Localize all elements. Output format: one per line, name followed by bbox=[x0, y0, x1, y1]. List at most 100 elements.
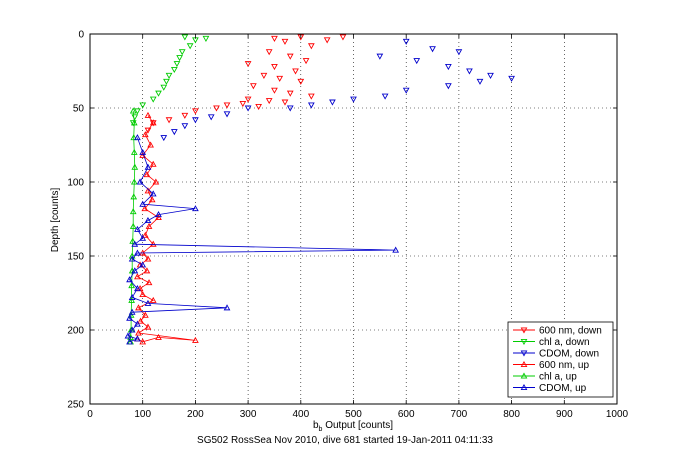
data-point bbox=[135, 329, 142, 336]
x-tick-label: 700 bbox=[451, 409, 468, 420]
data-point bbox=[128, 296, 135, 303]
data-point bbox=[126, 276, 133, 283]
x-tick-label: 0 bbox=[87, 409, 93, 420]
data-point bbox=[307, 102, 315, 109]
y-tick-label: 150 bbox=[67, 252, 84, 263]
data-point bbox=[402, 38, 410, 45]
data-point bbox=[149, 119, 157, 126]
data-point bbox=[149, 190, 157, 197]
data-point bbox=[339, 34, 347, 41]
legend-marker bbox=[520, 350, 528, 357]
data-point bbox=[508, 75, 515, 82]
legend-box bbox=[507, 321, 614, 398]
caption: SG502 RossSea Nov 2010, dive 681 started… bbox=[197, 435, 493, 446]
data-point bbox=[139, 102, 147, 109]
data-point bbox=[149, 96, 157, 103]
data-point bbox=[149, 240, 157, 247]
data-point bbox=[307, 93, 315, 100]
data-point bbox=[181, 123, 189, 130]
legend-marker bbox=[520, 372, 528, 379]
data-point bbox=[286, 105, 294, 112]
x-axis-ticks: 0 100 200 300 400 500 600 700 800 900 1000 bbox=[87, 34, 629, 420]
data-point bbox=[402, 87, 410, 94]
data-point bbox=[163, 78, 170, 85]
data-point bbox=[130, 193, 138, 200]
data-point bbox=[302, 58, 310, 65]
x-tick-label: 500 bbox=[345, 409, 362, 420]
data-point bbox=[392, 246, 400, 253]
legend-label: chl a, up bbox=[539, 372, 577, 383]
data-point bbox=[476, 78, 484, 85]
data-point bbox=[176, 55, 183, 62]
data-point bbox=[155, 90, 162, 97]
data-point bbox=[444, 83, 452, 90]
data-point bbox=[181, 112, 189, 119]
data-point bbox=[271, 87, 278, 94]
data-point bbox=[223, 304, 231, 311]
data-point bbox=[139, 290, 147, 298]
legend-label: 600 nm, down bbox=[539, 326, 602, 337]
data-point bbox=[202, 35, 210, 42]
data-point bbox=[329, 99, 336, 106]
data-point bbox=[144, 323, 152, 330]
data-point bbox=[129, 107, 137, 114]
data-point bbox=[307, 43, 315, 50]
data-point bbox=[126, 338, 133, 345]
legend-marker bbox=[520, 327, 528, 334]
data-point bbox=[292, 68, 299, 75]
data-point bbox=[213, 105, 220, 112]
data-point bbox=[207, 114, 215, 121]
data-point bbox=[244, 105, 252, 112]
data-point bbox=[239, 101, 247, 108]
data-point bbox=[223, 102, 231, 109]
data-point bbox=[134, 320, 141, 327]
data-point bbox=[128, 326, 136, 333]
x-axis-label: bb Output [counts] bbox=[313, 420, 393, 433]
y-tick-label: 0 bbox=[78, 30, 84, 41]
data-point bbox=[130, 178, 138, 185]
data-point bbox=[223, 111, 231, 118]
data-point bbox=[265, 49, 273, 56]
data-point bbox=[147, 141, 154, 148]
y-tick-label: 200 bbox=[67, 326, 84, 337]
data-point bbox=[149, 160, 157, 167]
x-tick-label: 1000 bbox=[606, 409, 629, 420]
data-point bbox=[134, 249, 141, 256]
data-point bbox=[143, 267, 151, 274]
data-point bbox=[170, 129, 178, 136]
data-point bbox=[124, 332, 132, 339]
data-point bbox=[466, 68, 473, 75]
data-point bbox=[155, 213, 162, 221]
data-point bbox=[413, 58, 421, 65]
series-0 bbox=[144, 34, 347, 134]
data-point bbox=[128, 308, 136, 315]
data-point bbox=[141, 311, 149, 318]
data-point bbox=[135, 304, 142, 311]
data-point bbox=[160, 84, 168, 91]
data-point bbox=[173, 61, 181, 68]
data-point bbox=[139, 148, 147, 155]
data-point bbox=[192, 336, 199, 343]
data-point bbox=[381, 93, 389, 100]
data-point bbox=[144, 163, 152, 170]
data-point bbox=[244, 96, 252, 103]
data-point bbox=[160, 135, 168, 142]
data-point bbox=[134, 225, 141, 232]
legend-label: 600 nm, up bbox=[539, 360, 589, 371]
series-3 bbox=[134, 111, 199, 345]
data-point bbox=[192, 117, 199, 124]
data-point bbox=[155, 211, 162, 218]
y-tick-label: 100 bbox=[67, 178, 84, 189]
data-point bbox=[444, 64, 452, 71]
legend-marker bbox=[520, 360, 528, 368]
legend-marker bbox=[520, 383, 528, 391]
data-point bbox=[145, 222, 153, 229]
data-point bbox=[186, 43, 194, 50]
legend-marker bbox=[520, 338, 528, 346]
data-point bbox=[155, 333, 162, 340]
data-point bbox=[192, 205, 199, 212]
data-point bbox=[131, 163, 139, 170]
data-point bbox=[250, 83, 257, 90]
